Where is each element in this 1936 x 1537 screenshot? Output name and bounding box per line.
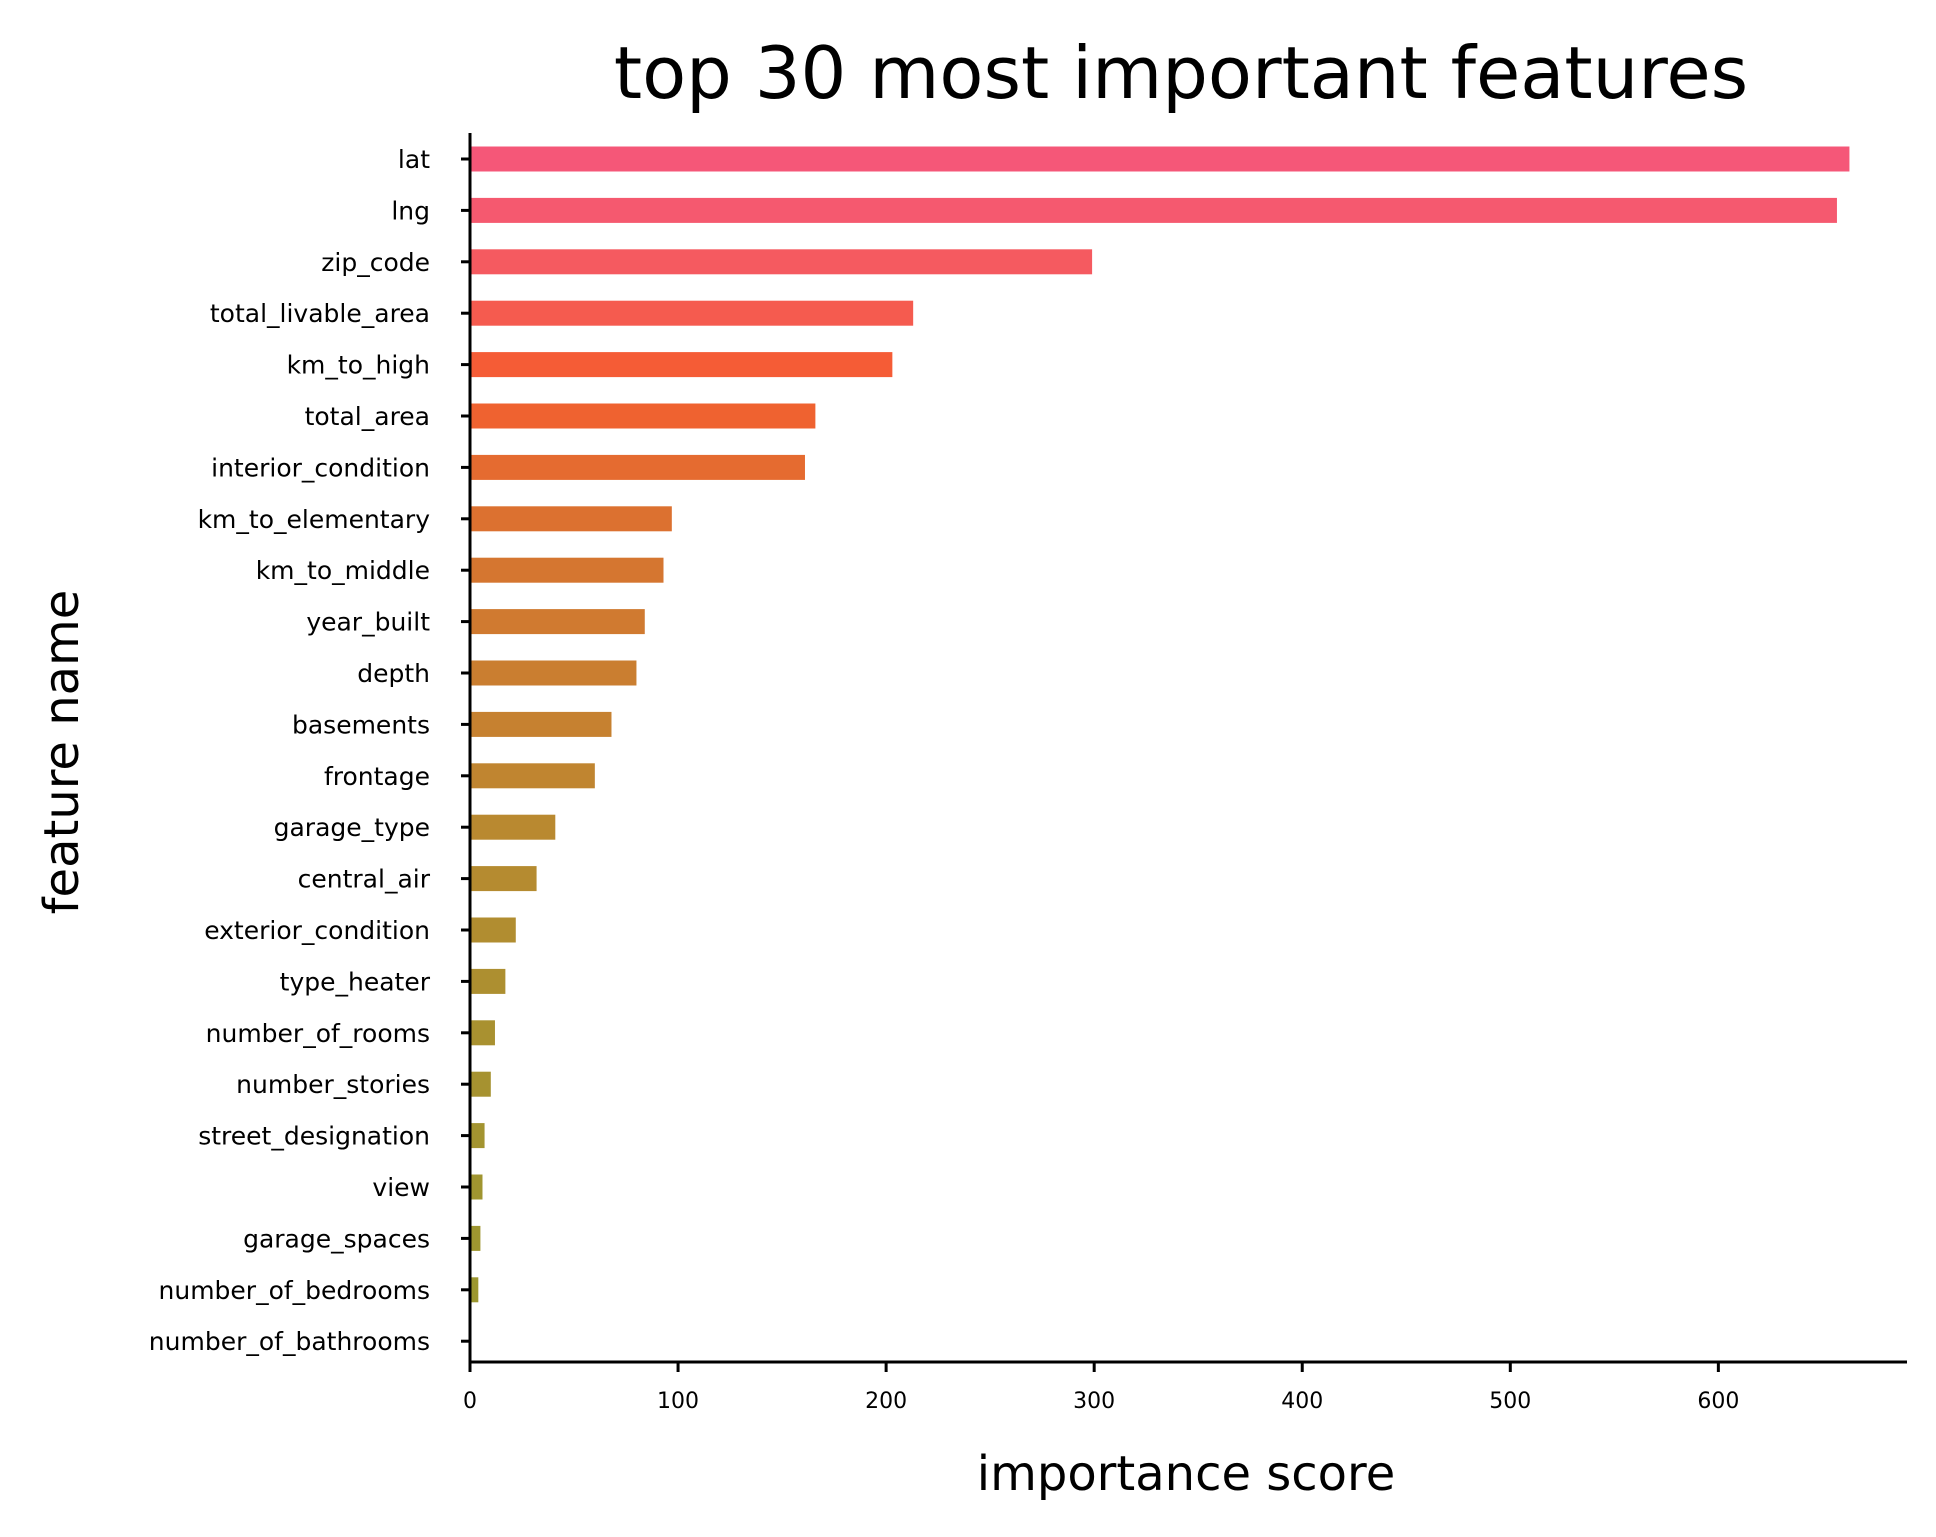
bar-exterior-condition xyxy=(470,917,516,943)
bar-street-designation xyxy=(470,1123,485,1149)
bar-number-of-rooms xyxy=(470,1020,495,1046)
bar-garage-spaces xyxy=(470,1225,481,1251)
y-tick-label: garage_type xyxy=(274,813,430,842)
x-axis: 0 100 200 300 400 500 600 xyxy=(463,1360,1907,1414)
bar-lat xyxy=(470,146,1850,172)
bar-km-to-elementary xyxy=(470,506,672,532)
y-tick-label: zip_code xyxy=(321,248,430,277)
bar-km-to-middle xyxy=(470,557,664,583)
y-tick-label: frontage xyxy=(324,762,430,791)
x-tick-label: 400 xyxy=(1281,1389,1323,1414)
y-axis-label: feature name xyxy=(34,590,90,915)
x-tick-label: 100 xyxy=(657,1389,699,1414)
bar-lng xyxy=(470,197,1837,223)
y-tick-label: km_to_high xyxy=(287,351,430,380)
bars-group xyxy=(470,146,1850,1303)
bar-total-livable-area xyxy=(470,300,914,326)
bar-basements xyxy=(470,711,612,737)
bar-number-stories xyxy=(470,1071,491,1097)
bar-garage-type xyxy=(470,814,556,840)
bar-type-heater xyxy=(470,968,506,994)
x-tick-label: 600 xyxy=(1697,1389,1739,1414)
bar-zip-code xyxy=(470,249,1093,275)
y-tick-label: lng xyxy=(391,196,430,225)
bar-central-air xyxy=(470,866,537,892)
y-tick-label: exterior_condition xyxy=(204,916,430,945)
y-tick-label: view xyxy=(372,1173,430,1202)
x-tick-label: 0 xyxy=(463,1389,477,1414)
y-tick-label: central_air xyxy=(298,865,431,894)
chart-title: top 30 most important features xyxy=(614,31,1748,115)
bar-year-built xyxy=(470,609,645,635)
y-tick-label: number_of_bedrooms xyxy=(159,1276,430,1305)
x-axis-label: importance score xyxy=(977,1446,1395,1502)
y-tick-label: year_built xyxy=(306,608,430,637)
y-axis: lat lng zip_code total_livable_area km_to_hi… xyxy=(149,133,472,1362)
y-tick-label: interior_condition xyxy=(211,453,430,482)
y-tick-label: depth xyxy=(357,659,430,688)
y-tick-label: number_of_bathrooms xyxy=(149,1327,430,1356)
y-tick-label: basements xyxy=(292,710,430,739)
x-tick-label: 200 xyxy=(865,1389,907,1414)
y-tick-label: number_stories xyxy=(236,1070,430,1099)
bar-frontage xyxy=(470,763,595,789)
y-tick-label: total_livable_area xyxy=(210,299,430,328)
y-tick-label: lat xyxy=(398,145,430,174)
y-tick-label: km_to_elementary xyxy=(198,505,431,534)
x-tick-label: 300 xyxy=(1073,1389,1115,1414)
y-tick-label: km_to_middle xyxy=(256,556,430,585)
y-tick-label: type_heater xyxy=(280,967,431,996)
bar-number-of-bedrooms xyxy=(470,1277,479,1303)
x-tick-label: 500 xyxy=(1489,1389,1531,1414)
bar-view xyxy=(470,1174,483,1200)
y-tick-label: garage_spaces xyxy=(243,1224,430,1253)
bar-depth xyxy=(470,660,637,686)
y-tick-label: number_of_rooms xyxy=(206,1019,430,1048)
bar-total-area xyxy=(470,403,816,429)
y-tick-label: street_designation xyxy=(198,1122,430,1151)
bar-km-to-high xyxy=(470,352,893,378)
bar-interior-condition xyxy=(470,454,805,480)
y-tick-label: total_area xyxy=(305,402,430,431)
